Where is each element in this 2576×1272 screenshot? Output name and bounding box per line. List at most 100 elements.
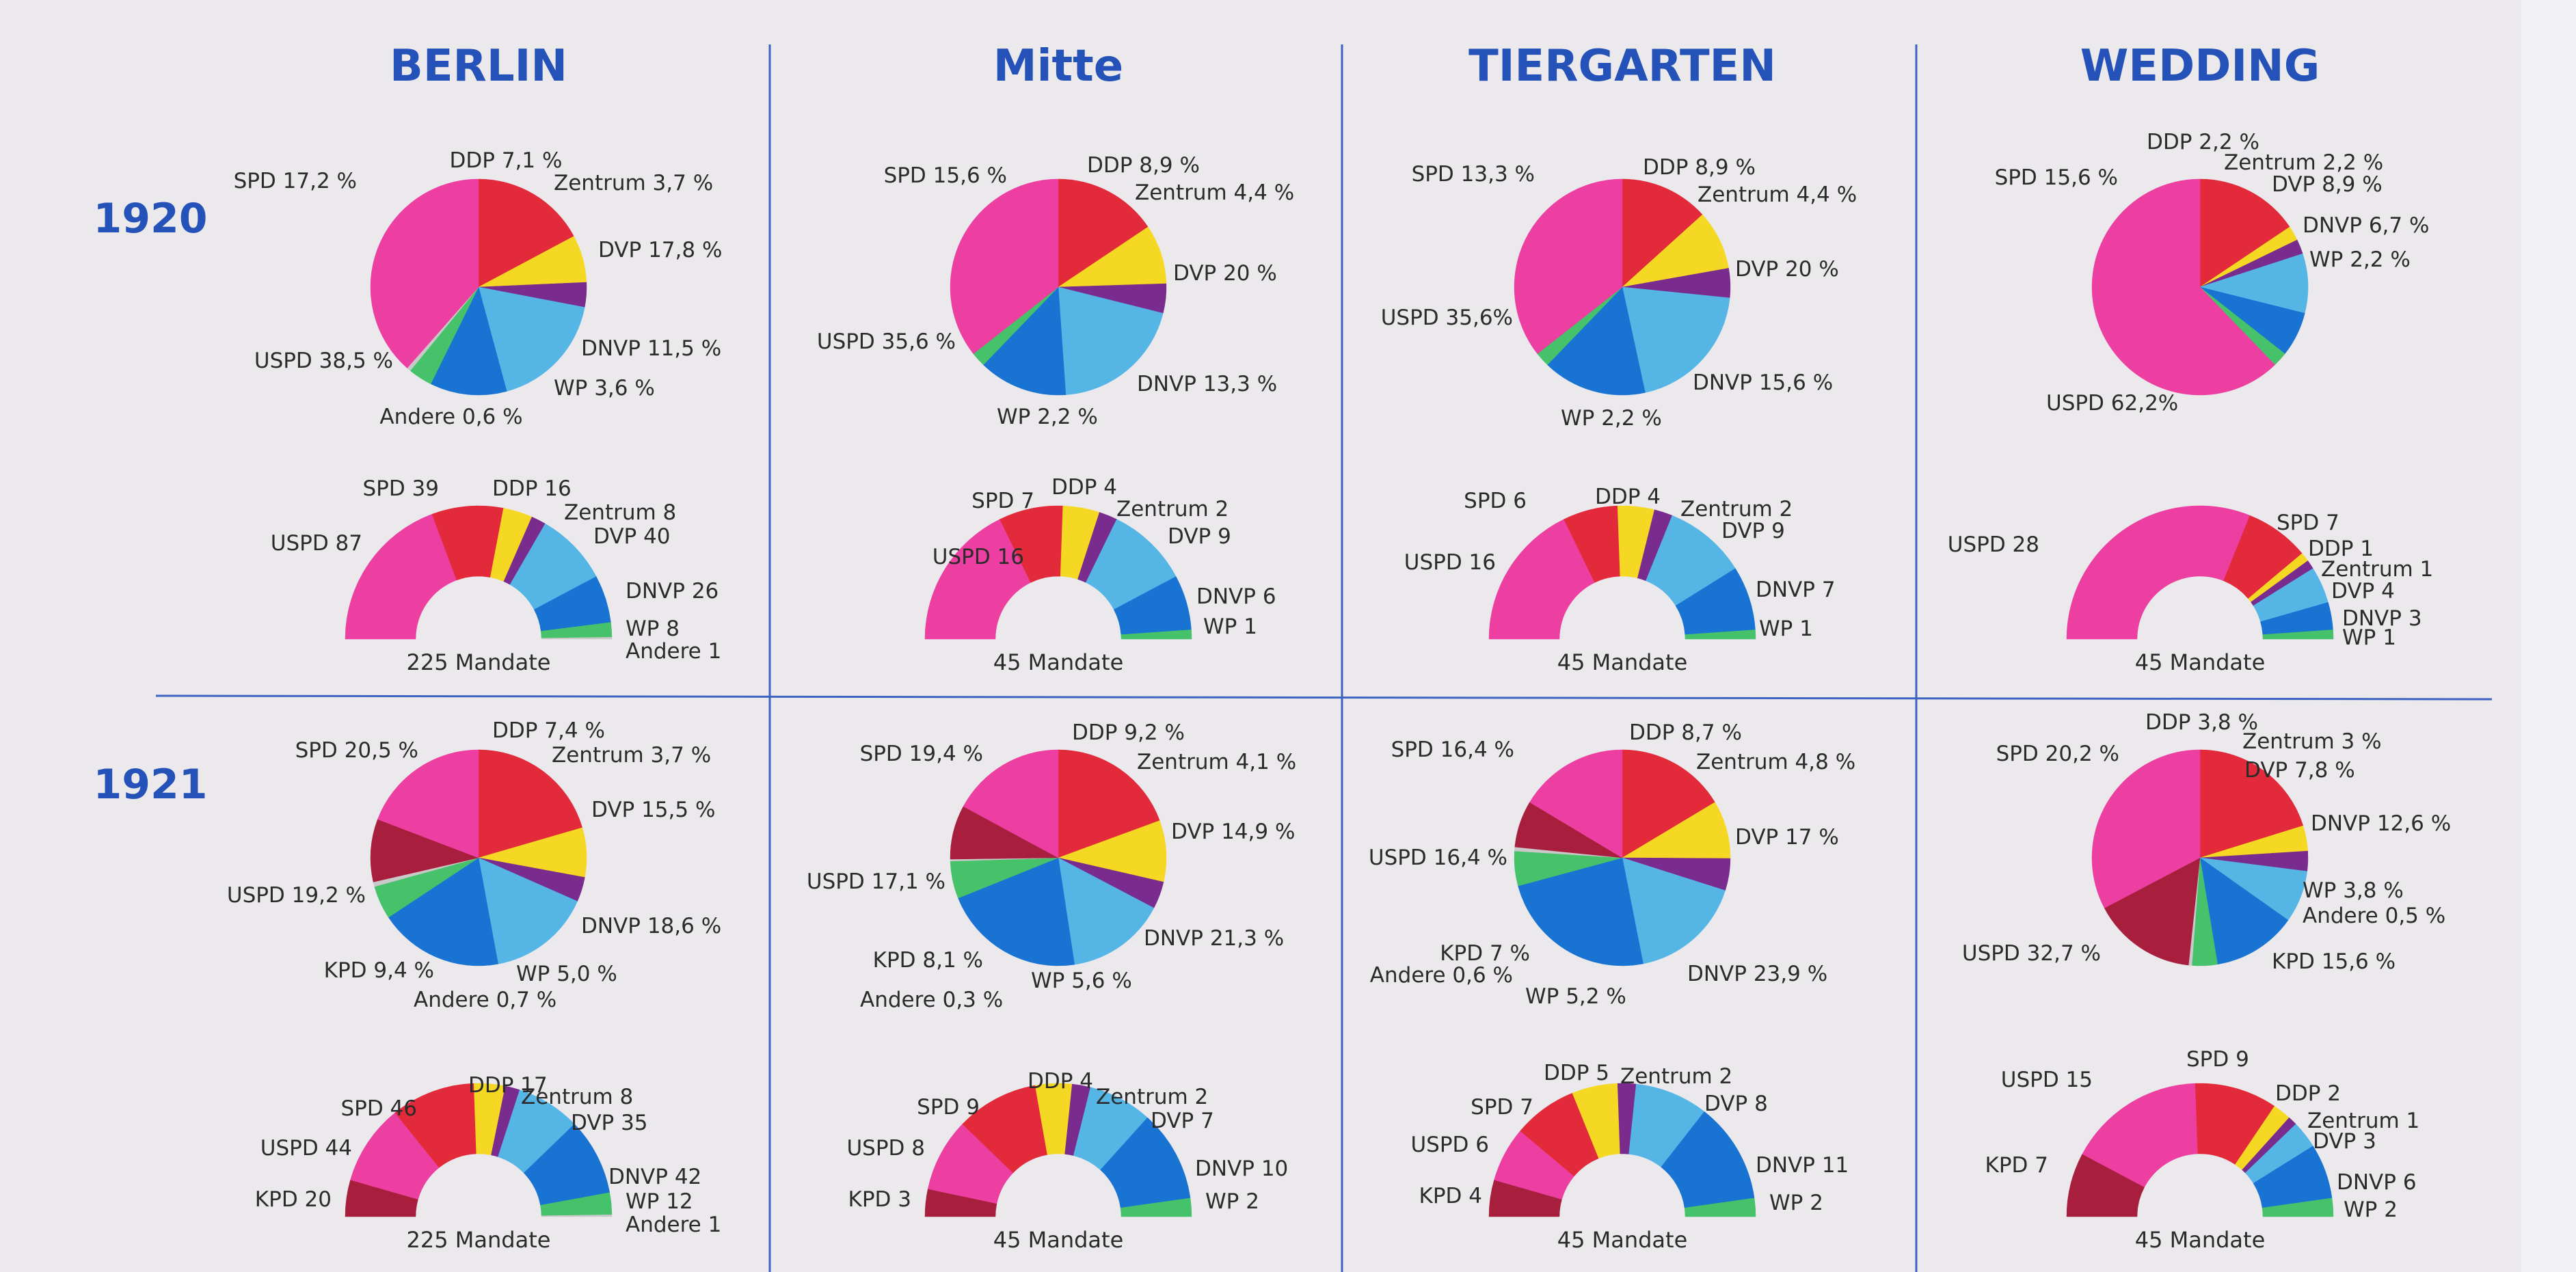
seat-label-zentrum: Zentrum 8 <box>564 500 676 525</box>
vote-label-uspd: USPD 17,1 % <box>807 869 945 894</box>
vote-label-andere: Andere 0,6 % <box>379 405 522 429</box>
vote-label-spd: SPD 15,6 % <box>1995 165 2118 190</box>
seat-label-wp: WP 2 <box>2344 1197 2398 1222</box>
seat-label-dnvp: DNVP 11 <box>1756 1153 1849 1178</box>
seat-label-kpd: KPD 20 <box>255 1187 332 1212</box>
seat-label-ddp: DDP 4 <box>1028 1069 1093 1094</box>
seat-label-ddp: DDP 2 <box>2275 1081 2341 1106</box>
grid-line-4 <box>155 694 2493 701</box>
seat-label-wp: WP 2 <box>1205 1189 1259 1214</box>
seat-label-spd: SPD 7 <box>2277 511 2339 535</box>
vote-slice-ddp <box>1058 820 1167 882</box>
panel-berlin-1920: SPD 17,2 % DDP 7,1 %Zentrum 3,7 % DVP 17,8… <box>234 148 723 675</box>
vote-label-uspd: USPD 16,4 % <box>1369 845 1507 870</box>
seat-label-dnvp: DNVP 26 <box>626 579 719 604</box>
vote-label-dnvp: DNVP 6,7 % <box>2303 213 2429 238</box>
vote-label-wp: WP 2,2 % <box>2309 247 2411 272</box>
seat-total-label: 45 Mandate <box>993 1227 1124 1253</box>
seat-label-dvp: DVP 3 <box>2313 1129 2376 1154</box>
vote-slice-uspd <box>1529 749 1623 858</box>
vote-label-uspd: USPD 35,6% <box>1381 306 1513 330</box>
seat-segment-uspd <box>345 513 457 640</box>
seat-label-wp: WP 1 <box>1759 617 1813 641</box>
seat-label-dvp: DVP 4 <box>2331 579 2395 604</box>
seat-segment-andere <box>541 1215 613 1217</box>
vote-slice-dvp <box>478 857 578 964</box>
vote-label-dnvp: DNVP 13,3 % <box>1137 372 1277 396</box>
vote-slice-dnvp <box>2199 857 2289 965</box>
seat-label-spd: SPD 7 <box>1471 1095 1533 1120</box>
vote-label-kpd: KPD 15,6 % <box>2272 949 2396 974</box>
vote-label-dvp: DVP 7,8 % <box>2244 758 2355 783</box>
vote-label-ddp: DDP 8,9 % <box>1643 155 1756 180</box>
vote-label-zentrum: Zentrum 2,2 % <box>2224 150 2383 175</box>
vote-label-uspd: USPD 19,2 % <box>227 883 366 908</box>
vote-label-kpd: KPD 9,4 % <box>324 958 434 983</box>
vote-label-dnvp: DNVP 23,9 % <box>1687 962 1827 986</box>
seat-segment-andere <box>541 637 613 640</box>
vote-slice-dnvp <box>958 857 1075 966</box>
vote-pie-mitte-1920: SPD 15,6 % DDP 8,9 %Zentrum 4,4 % DVP 20 %… <box>817 153 1294 429</box>
vote-slice-spd <box>1622 178 1703 288</box>
seat-label-dvp: DVP 9 <box>1721 519 1785 543</box>
vote-slice-spd <box>478 178 574 288</box>
seat-label-ddp: DDP 5 <box>1544 1061 1609 1085</box>
seat-label-spd: SPD 9 <box>2186 1047 2249 1072</box>
vote-slice-ddp <box>1622 802 1731 859</box>
vote-label-kpd: KPD 7 % <box>1440 941 1530 966</box>
seat-label-dnvp: DNVP 6 <box>2337 1170 2417 1195</box>
seat-label-uspd: USPD 6 <box>1410 1133 1489 1157</box>
vote-pie-tiergarten-1920: SPD 13,3 % DDP 8,9 %Zentrum 4,4 % DVP 20 %… <box>1381 155 1857 431</box>
vote-label-zentrum: Zentrum 3 % <box>2242 729 2382 754</box>
seat-label-uspd: USPD 87 <box>271 531 362 556</box>
vote-label-zentrum: Zentrum 4,1 % <box>1137 750 1296 774</box>
vote-label-ddp: DDP 8,9 % <box>1087 153 1200 178</box>
seat-label-spd: SPD 7 <box>971 489 1034 513</box>
seat-label-dnvp: DNVP 42 <box>608 1165 701 1189</box>
seat-label-kpd: KPD 3 <box>848 1187 911 1212</box>
vote-slice-uspd <box>377 749 479 858</box>
vote-label-ddp: DDP 9,2 % <box>1072 720 1185 745</box>
seat-segment-uspd <box>2066 505 2251 640</box>
vote-pie-berlin-1920: SPD 17,2 % DDP 7,1 %Zentrum 3,7 % DVP 17,8… <box>234 148 723 429</box>
seat-label-dvp: DVP 9 <box>1168 524 1231 549</box>
vote-slice-dvp <box>478 286 585 392</box>
seat-total-label: 225 Mandate <box>407 649 551 675</box>
seat-segment-wp <box>1121 630 1192 640</box>
vote-label-zentrum: Zentrum 4,4 % <box>1698 182 1857 207</box>
chart-panels: SPD 17,2 %DDP 7,1 %Zentrum 3,7 %DVP 17,8… <box>227 130 2451 1253</box>
vote-pie-wedding-1920: SPD 15,6 % DDP 2,2 %Zentrum 2,2 %DVP 8,9 … <box>1995 130 2430 416</box>
vote-slice-spd <box>2199 178 2290 288</box>
vote-slice-dvp <box>1058 286 1164 395</box>
seat-label-dvp: DVP 35 <box>571 1111 648 1135</box>
vote-slice-uspd <box>370 178 479 368</box>
panel-mitte-1920: SPD 15,6 % DDP 8,9 %Zentrum 4,4 % DVP 20 %… <box>817 153 1294 675</box>
vote-label-spd: SPD 20,2 % <box>1996 742 2119 766</box>
year-labels: 1920 1921 <box>94 195 208 809</box>
seat-label-wp: WP 8 <box>626 617 680 641</box>
column-header-mitte: Mitte <box>993 41 1123 92</box>
year-label-1921: 1921 <box>94 761 208 809</box>
vote-label-wp: WP 2,2 % <box>997 405 1098 429</box>
seat-total-label: 45 Mandate <box>2135 649 2266 675</box>
vote-label-wp: WP 5,0 % <box>516 962 617 986</box>
seat-segment-uspd <box>2082 1083 2199 1188</box>
vote-label-zentrum: Zentrum 4,8 % <box>1696 750 1855 774</box>
seat-segment-wp <box>1120 1197 1192 1217</box>
vote-slice-dvp <box>2199 253 2309 314</box>
vote-slice-dnvp <box>983 286 1066 396</box>
vote-label-wp: WP 3,8 % <box>2303 878 2404 903</box>
vote-label-spd: SPD 13,3 % <box>1412 162 1535 187</box>
seat-label-dnvp: DNVP 6 <box>1196 584 1276 609</box>
panel-berlin-1921: SPD 20,5 % DDP 7,4 %Zentrum 3,7 % DVP 15,5… <box>227 718 721 1253</box>
vote-label-wp: WP 5,2 % <box>1525 984 1626 1009</box>
vote-slice-kpd <box>370 819 479 882</box>
vote-pie-berlin-1921: SPD 20,5 % DDP 7,4 %Zentrum 3,7 % DVP 15,5… <box>227 718 721 1012</box>
vote-label-dvp: DVP 15,5 % <box>591 798 715 822</box>
vote-label-zentrum: Zentrum 4,4 % <box>1135 180 1294 205</box>
vote-label-ddp: DDP 7,1 % <box>450 148 563 173</box>
seat-label-uspd: USPD 16 <box>1404 550 1496 575</box>
